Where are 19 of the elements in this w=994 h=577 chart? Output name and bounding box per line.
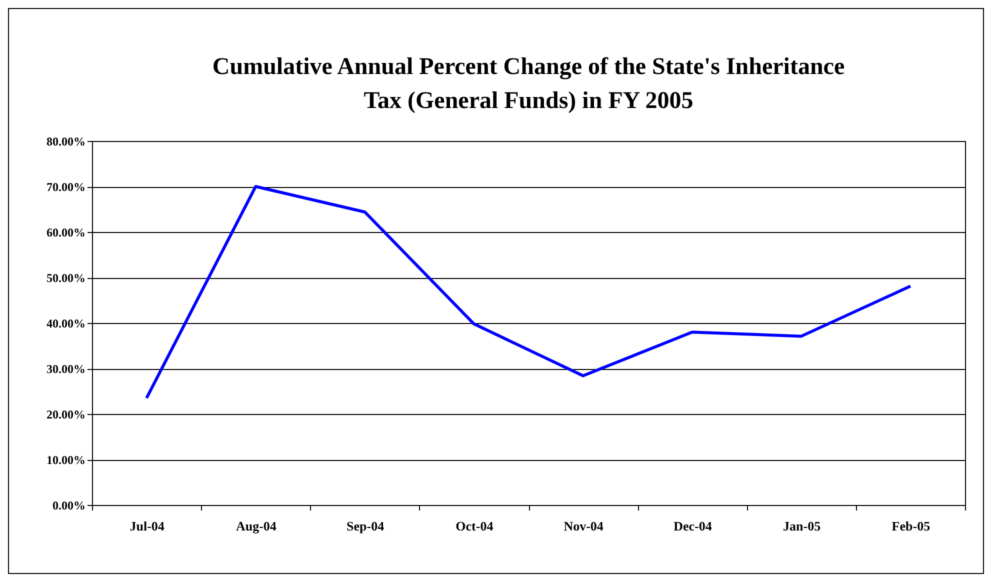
- y-tick-label: 0.00%: [52, 498, 86, 512]
- y-tick-label: 70.00%: [46, 180, 86, 194]
- y-tick-label: 30.00%: [46, 362, 86, 376]
- y-tick-label: 60.00%: [46, 226, 86, 240]
- line-series: [145, 185, 912, 400]
- y-tick-label: 20.00%: [46, 408, 86, 422]
- y-tick-label: 10.00%: [46, 453, 86, 467]
- x-tick-label: Dec-04: [674, 518, 712, 534]
- x-tick-label: Oct-04: [456, 518, 494, 534]
- x-tick-label: Jul-04: [130, 518, 165, 534]
- x-tick-label: Nov-04: [564, 518, 604, 534]
- chart-title: Cumulative Annual Percent Change of the State's Inheritance Tax (General Funds) in FY 2005: [212, 54, 845, 114]
- y-tick-label: 80.00%: [46, 134, 86, 148]
- x-tick-label: Feb-05: [892, 518, 931, 534]
- x-tick-label: Aug-04: [236, 518, 277, 534]
- x-tick-label: Sep-04: [346, 518, 385, 534]
- x-tick-label: Jan-05: [783, 518, 822, 534]
- y-tick-label: 50.00%: [46, 271, 86, 285]
- y-tick-label: 40.00%: [46, 316, 86, 330]
